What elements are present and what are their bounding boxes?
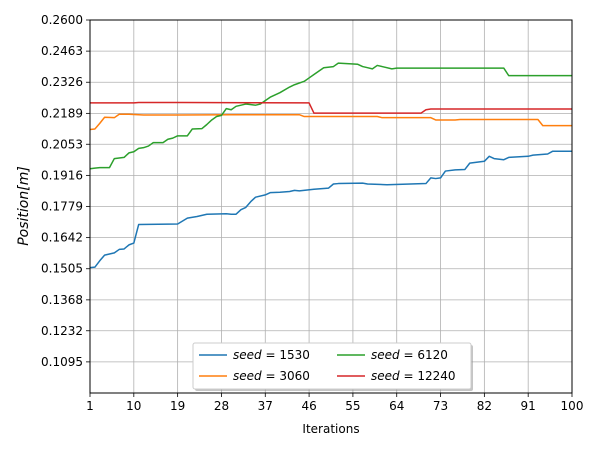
y-tick-label: 0.1916 — [41, 168, 83, 182]
y-tick-label: 0.1779 — [41, 200, 83, 214]
y-tick-label: 0.1095 — [41, 355, 83, 369]
legend-label: seed = 1530 — [233, 348, 310, 362]
x-tick-label: 37 — [258, 399, 273, 413]
series-line — [89, 62, 572, 170]
legend-label: seed = 6120 — [371, 348, 448, 362]
series-line — [90, 101, 572, 114]
x-tick-label: 1 — [86, 399, 94, 413]
x-tick-label: 28 — [214, 399, 229, 413]
legend-label: seed = 3060 — [233, 369, 310, 383]
x-tick-label: 10 — [126, 399, 141, 413]
y-tick-label: 0.2189 — [41, 106, 83, 120]
legend-label: seed = 12240 — [371, 369, 456, 383]
x-tick-label: 73 — [433, 399, 448, 413]
series-group — [89, 62, 572, 269]
x-axis-ticks: 1 10 19 28 37 46 55 64 73 82 91 100 — [86, 393, 583, 413]
x-tick-label: 19 — [170, 399, 185, 413]
x-tick-label: 100 — [561, 399, 584, 413]
x-tick-label: 64 — [389, 399, 404, 413]
y-tick-label: 0.1642 — [41, 231, 83, 245]
y-tick-label: 0.1505 — [41, 262, 83, 276]
legend: seed = 1530 seed = 3060 seed = 6120 seed = … — [192, 342, 473, 391]
y-axis-title: Position[m] — [16, 166, 32, 246]
y-tick-label: 0.2053 — [41, 137, 83, 151]
x-tick-label: 91 — [521, 399, 536, 413]
y-tick-label: 0.2326 — [41, 75, 83, 89]
y-tick-label: 0.2600 — [41, 13, 83, 27]
series-line — [89, 150, 572, 269]
y-tick-label: 0.1368 — [41, 293, 83, 307]
y-tick-label: 0.2463 — [41, 44, 83, 58]
x-tick-label: 82 — [477, 399, 492, 413]
y-axis-ticks: 0.1095 0.1232 0.1368 0.1505 0.1642 0.1779 0.19… — [41, 13, 90, 369]
x-tick-label: 46 — [301, 399, 316, 413]
y-tick-label: 0.1232 — [41, 324, 83, 338]
x-axis-title: Iterations — [302, 422, 359, 436]
series-line — [89, 113, 572, 131]
grid-lines — [89, 19, 573, 393]
x-tick-label: 55 — [345, 399, 360, 413]
legend-box — [192, 342, 472, 390]
